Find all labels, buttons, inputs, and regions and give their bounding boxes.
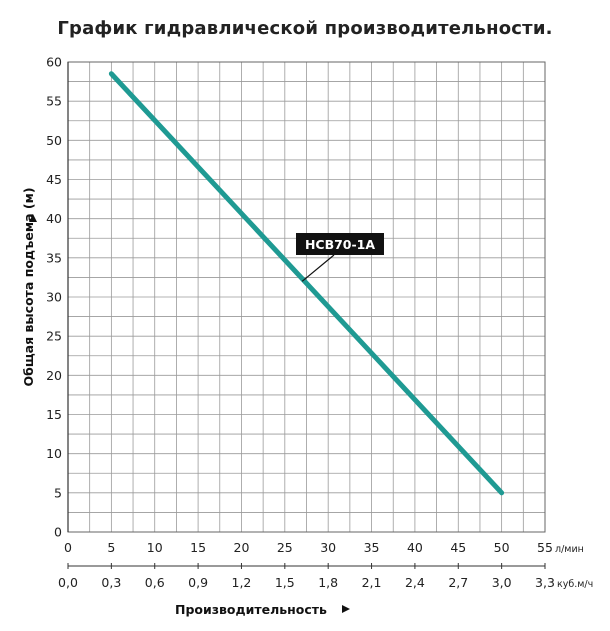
- series-layer: [108, 71, 505, 496]
- y-tick-label: 15: [46, 407, 62, 422]
- y-tick-label: 0: [54, 525, 62, 540]
- x-tick-label-primary: 30: [320, 540, 336, 555]
- y-tick-labels: 0 5 10 15 20 25 30 35 40 45 50 55 60: [46, 55, 62, 540]
- x-tick-label-primary: 35: [364, 540, 380, 555]
- x-tick-label-primary: 0: [64, 540, 72, 555]
- axis-titles: Общая высота подъема (м) Производительнос…: [21, 187, 350, 617]
- x-tick-label-primary: 55: [537, 540, 553, 555]
- y-tick-label: 25: [46, 329, 62, 344]
- annotation-box: [296, 233, 384, 255]
- x-tick-label-secondary: 0,9: [188, 575, 208, 590]
- x-unit-secondary: куб.м/ч: [557, 579, 593, 590]
- y-tick-label: 60: [46, 55, 62, 70]
- x-tick-label-secondary: 1,2: [232, 575, 252, 590]
- x-tick-label-secondary: 2,7: [448, 575, 468, 590]
- x-tick-label-primary: 25: [277, 540, 293, 555]
- y-tick-label: 40: [46, 211, 62, 226]
- y-tick-label: 45: [46, 172, 62, 187]
- x-tick-labels-secondary: 0,0 0,3 0,6 0,9 1,2 1,5 1,8 2,1 2,4 2,7 3,0 3,3 куб.…: [58, 575, 593, 590]
- series-line: [108, 71, 505, 496]
- x-axis-title: Производительность: [175, 602, 327, 617]
- x-tick-label-secondary: 0,6: [145, 575, 165, 590]
- y-tick-label: 5: [54, 485, 62, 500]
- annotation-layer: HCB70-1A: [296, 233, 384, 282]
- x-tick-label-primary: 15: [190, 540, 206, 555]
- y-tick-label: 30: [46, 290, 62, 305]
- x-tick-label-secondary: 0,0: [58, 575, 78, 590]
- y-axis-arrow-icon: [29, 214, 37, 222]
- x-tick-label-primary: 50: [494, 540, 510, 555]
- x-tick-label-secondary: 2,1: [362, 575, 382, 590]
- annotation-label: HCB70-1A: [305, 237, 375, 252]
- x-tick-labels-primary: 0 5 10 15 20 25 30 35 40 45 50 55 л/мин: [64, 540, 584, 555]
- x-tick-label-primary: 10: [147, 540, 163, 555]
- x-tick-label-secondary: 3,0: [492, 575, 512, 590]
- x-tick-label-secondary: 1,5: [275, 575, 295, 590]
- x-tick-label-primary: 5: [107, 540, 115, 555]
- x-axis-arrow-icon: [342, 605, 350, 613]
- x-tick-label-secondary: 3,3: [535, 575, 555, 590]
- x-unit-primary: л/мин: [555, 544, 584, 555]
- x-tick-label-secondary: 2,4: [405, 575, 425, 590]
- y-tick-label: 20: [46, 368, 62, 383]
- y-tick-label: 50: [46, 133, 62, 148]
- x-tick-label-primary: 40: [407, 540, 423, 555]
- y-tick-label: 10: [46, 446, 62, 461]
- x-tick-label-primary: 20: [234, 540, 250, 555]
- x-tick-label-secondary: 0,3: [101, 575, 121, 590]
- x-tick-label-secondary: 1,8: [318, 575, 338, 590]
- y-axis-title: Общая высота подъема (м): [21, 187, 36, 386]
- y-tick-label: 55: [46, 94, 62, 109]
- annotation-leader: [301, 254, 335, 282]
- y-tick-label: 35: [46, 250, 62, 265]
- x-tick-label-primary: 45: [450, 540, 466, 555]
- axes: [67, 61, 546, 569]
- chart-title: График гидравлической производительности…: [57, 18, 553, 39]
